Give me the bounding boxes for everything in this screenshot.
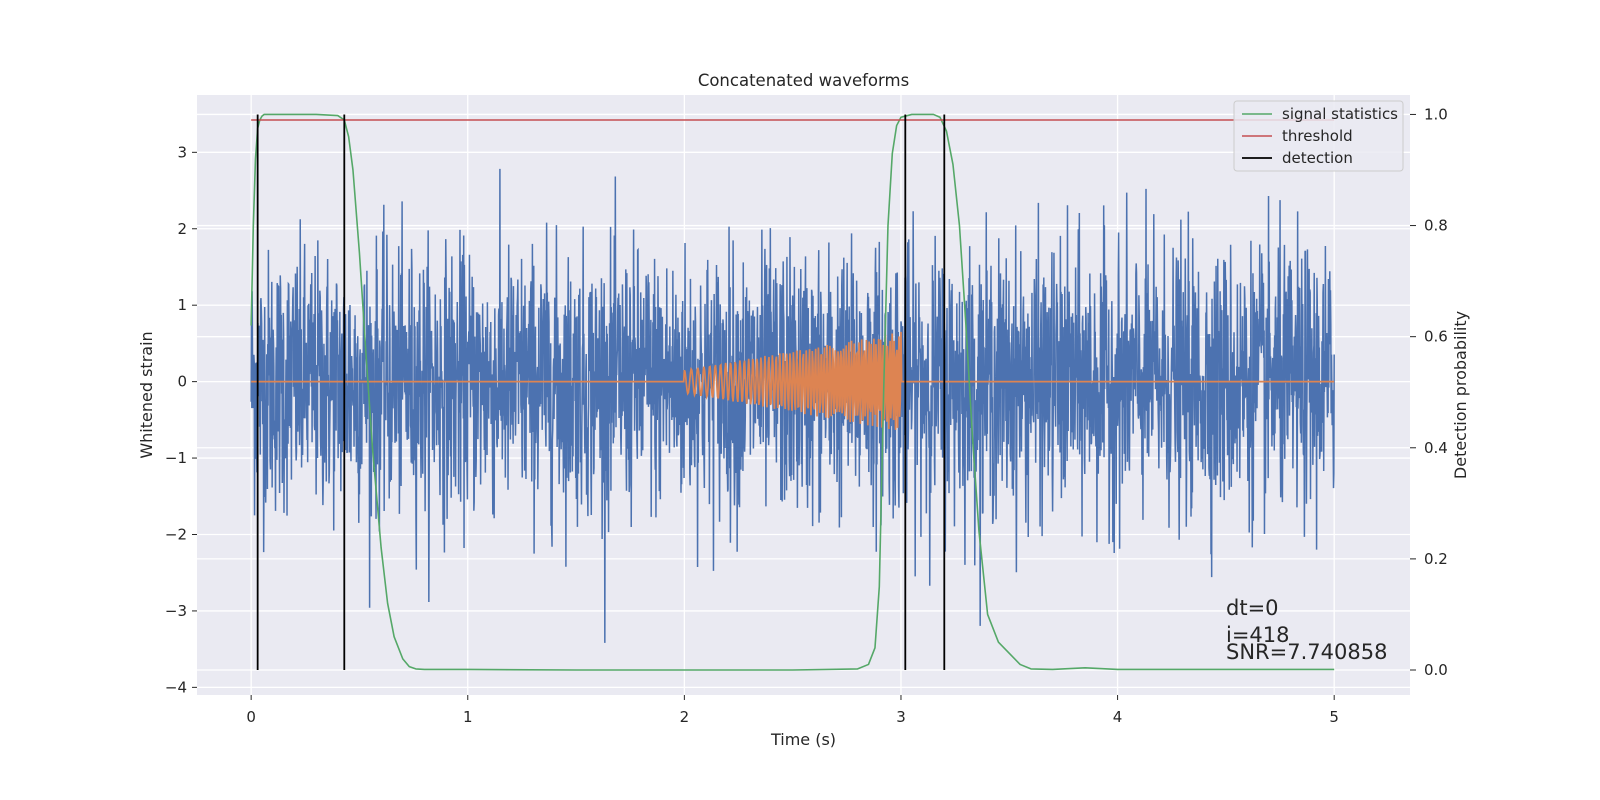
legend-label-detection: detection (1282, 149, 1353, 167)
y-tick-label: −4 (165, 678, 187, 696)
signal-statistics-line (250, 113, 1335, 671)
y2-axis-label: Detection probability (1451, 311, 1470, 479)
legend-box (1233, 100, 1404, 172)
legend: signal statistics threshold detection (1233, 100, 1404, 172)
y2-tick-label: 0.0 (1424, 661, 1448, 679)
y-tick-label: 0 (177, 373, 187, 391)
y-tick-label: −2 (165, 525, 187, 543)
x-axis-label: Time (s) (770, 730, 836, 749)
y2-tick-label: 0.6 (1424, 328, 1448, 346)
y-tick-label: 1 (177, 296, 187, 314)
legend-label-signal-statistics: signal statistics (1282, 105, 1398, 123)
chart-title: Concatenated waveforms (698, 71, 909, 90)
annotation-index: i=418 (1226, 623, 1290, 647)
x-tick-label: 5 (1329, 708, 1339, 726)
y2-tick-label: 0.4 (1424, 439, 1448, 457)
x-tick-label: 4 (1113, 708, 1123, 726)
y2-tick-label: 1.0 (1424, 105, 1448, 123)
y-tick-label: −1 (165, 449, 187, 467)
x-tick-label: 1 (463, 708, 473, 726)
y2-tick-label: 0.2 (1424, 550, 1448, 568)
x-tick-label: 2 (680, 708, 690, 726)
x-tick-label: 3 (896, 708, 906, 726)
axes-labels: 0 1 2 3 4 5 −4 −3 −2 −1 0 1 2 3 0.0 0.2 0.4 0.6 0.8 1.0 (165, 105, 1448, 726)
legend-label-threshold: threshold (1282, 127, 1353, 145)
strain-noise-line (250, 168, 1335, 643)
y2-tick-label: 0.8 (1424, 217, 1448, 235)
y-tick-label: −3 (165, 602, 187, 620)
x-tick-label: 0 (246, 708, 256, 726)
y-tick-label: 3 (177, 143, 187, 161)
data-layer (250, 113, 1335, 671)
annotation-snr: SNR=7.740858 (1226, 640, 1387, 664)
y-tick-label: 2 (177, 220, 187, 238)
injected-signal-line (251, 331, 1335, 430)
y-axis-label: Whitened strain (137, 331, 156, 458)
annotation-dt: dt=0 (1226, 596, 1279, 620)
